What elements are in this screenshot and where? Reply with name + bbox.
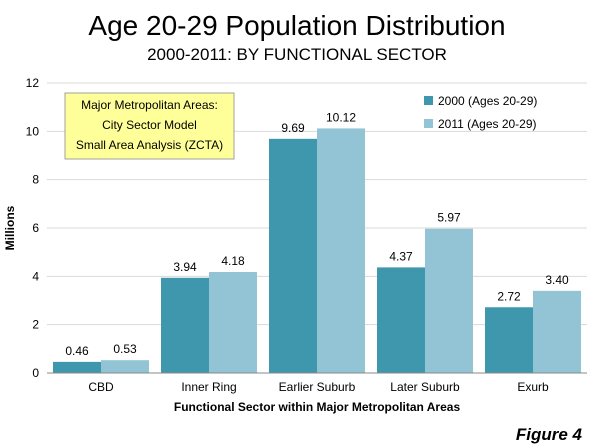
y-tick-label: 10 <box>26 124 40 138</box>
x-axis-title: Functional Sector within Major Metropoli… <box>174 400 461 414</box>
data-label: 3.40 <box>545 273 569 287</box>
data-label: 0.46 <box>65 344 89 358</box>
chart-title: Age 20-29 Population Distribution <box>88 10 505 41</box>
category-label: Inner Ring <box>181 380 236 394</box>
y-axis-ticks: 0 2 4 6 8 10 12 <box>26 76 40 380</box>
annotation-box: Major Metropolitan Areas: City Sector Mo… <box>64 92 235 160</box>
legend-label-2011: 2011 (Ages 20-29) <box>438 117 537 131</box>
bar-2011 <box>209 271 257 373</box>
annotation-line-3: Small Area Analysis (ZCTA) <box>76 138 223 152</box>
legend-swatch-2011 <box>424 119 433 128</box>
annotation-line-2: City Sector Model <box>102 118 197 132</box>
data-label: 4.18 <box>221 254 245 268</box>
y-tick-label: 4 <box>32 269 39 283</box>
category-label: Earlier Suburb <box>279 380 356 394</box>
bar-2000 <box>269 138 317 373</box>
data-label: 10.12 <box>326 110 356 124</box>
y-tick-label: 6 <box>32 221 39 235</box>
y-tick-label: 2 <box>32 318 39 332</box>
legend-label-2000: 2000 (Ages 20-29) <box>438 94 537 108</box>
bar-2011 <box>425 228 473 373</box>
legend-swatch-2000 <box>424 96 433 105</box>
y-axis-title: Millions <box>3 205 17 250</box>
category-labels: CBD Inner Ring Earlier Suburb Later Suburb E… <box>88 380 549 394</box>
data-label: 0.53 <box>113 342 137 356</box>
y-tick-label: 8 <box>32 173 39 187</box>
y-tick-label: 0 <box>32 366 39 380</box>
category-label: Later Suburb <box>390 380 460 394</box>
data-label: 9.69 <box>281 121 305 135</box>
legend: 2000 (Ages 20-29) 2011 (Ages 20-29) <box>424 94 537 131</box>
data-label: 5.97 <box>437 211 461 225</box>
data-label: 4.37 <box>389 249 413 263</box>
chart-subtitle: 2000-2011: BY FUNCTIONAL SECTOR <box>147 45 447 64</box>
category-label: Exurb <box>517 380 549 394</box>
data-label: 2.72 <box>497 289 521 303</box>
bars <box>53 128 581 373</box>
annotation-line-1: Major Metropolitan Areas: <box>81 98 218 112</box>
data-labels: 0.46 0.53 3.94 4.18 9.69 10.12 4.37 5.97 2.72 3.4… <box>65 110 569 357</box>
bar-2000 <box>377 267 425 373</box>
data-label: 3.94 <box>173 260 197 274</box>
figure-label: Figure 4 <box>516 425 583 444</box>
bar-2011 <box>533 290 581 373</box>
bar-2011 <box>317 128 365 373</box>
bar-2000 <box>53 361 101 373</box>
bar-2000 <box>485 307 533 373</box>
category-label: CBD <box>88 380 114 394</box>
y-tick-label: 12 <box>26 76 40 90</box>
bar-2000 <box>161 277 209 373</box>
bar-2011 <box>101 360 149 373</box>
annotation-box-bg <box>64 92 235 160</box>
